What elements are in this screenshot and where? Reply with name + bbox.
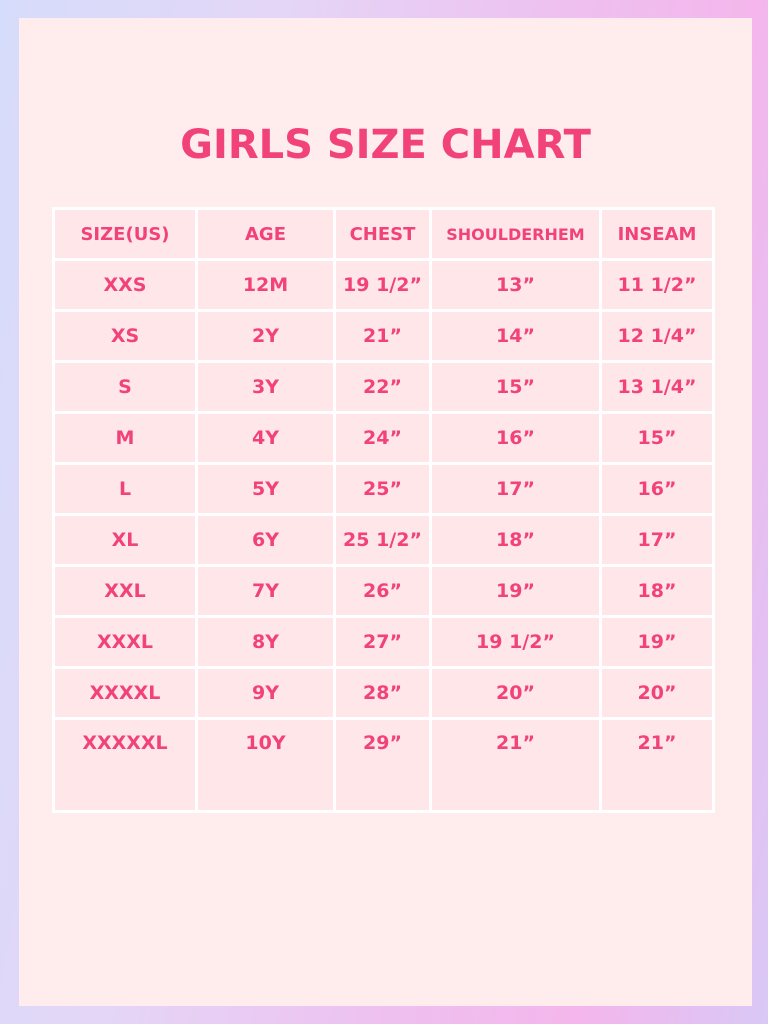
page-title: GIRLS SIZE CHART [180,122,591,168]
table-cell: 2Y [195,309,336,363]
table-cell: 9Y [195,666,336,720]
table-cell: 21” [429,717,602,813]
table-cell: 16” [599,462,715,516]
table-cell: 19” [599,615,715,669]
table-cell: 12M [195,258,336,312]
table-cell: 13” [429,258,602,312]
table-row: XL 6Y 25 1/2” 18” 17” [52,513,715,567]
table-cell: L [52,462,198,516]
table-cell: 27” [333,615,432,669]
table-cell: 29” [333,717,432,813]
column-header: SHOULDERHEM [429,207,602,261]
table-cell: 24” [333,411,432,465]
table-cell: 7Y [195,564,336,618]
table-cell: 13 1/4” [599,360,715,414]
table-cell: 6Y [195,513,336,567]
table-cell: 17” [429,462,602,516]
table-cell: 11 1/2” [599,258,715,312]
table-cell: 20” [599,666,715,720]
table-row: XXXXXL 10Y 29” 21” 21” [52,717,715,813]
table-cell: 26” [333,564,432,618]
table-row: S 3Y 22” 15” 13 1/4” [52,360,715,414]
header-row: SIZE(US) AGE CHEST SHOULDERHEM INSEAM [52,207,715,261]
table-cell: 17” [599,513,715,567]
table-cell: 8Y [195,615,336,669]
table-cell: XXXXL [52,666,198,720]
table-cell: 20” [429,666,602,720]
table-cell: XXS [52,258,198,312]
table-row: XXS 12M 19 1/2” 13” 11 1/2” [52,258,715,312]
table-cell: 19 1/2” [429,615,602,669]
table-cell: 18” [599,564,715,618]
table-cell: 3Y [195,360,336,414]
table-cell: 19 1/2” [333,258,432,312]
table-cell: 21” [599,717,715,813]
table-cell: M [52,411,198,465]
table-cell: 14” [429,309,602,363]
column-header: INSEAM [599,207,715,261]
table-cell: 25” [333,462,432,516]
table-row: L 5Y 25” 17” 16” [52,462,715,516]
table-cell: 12 1/4” [599,309,715,363]
table-cell: 15” [599,411,715,465]
table-cell: 10Y [195,717,336,813]
table-cell: XXXXXL [52,717,198,813]
table-cell: S [52,360,198,414]
table-row: XS 2Y 21” 14” 12 1/4” [52,309,715,363]
table-cell: XXXL [52,615,198,669]
column-header: AGE [195,207,336,261]
table-cell: 22” [333,360,432,414]
table-cell: 4Y [195,411,336,465]
table-cell: 18” [429,513,602,567]
table-cell: 16” [429,411,602,465]
table-row: XXXL 8Y 27” 19 1/2” 19” [52,615,715,669]
table-cell: 21” [333,309,432,363]
size-table: SIZE(US) AGE CHEST SHOULDERHEM INSEAM XXS 12M… [52,207,715,813]
table-cell: 5Y [195,462,336,516]
table-cell: XL [52,513,198,567]
table-cell: 28” [333,666,432,720]
table-row: XXL 7Y 26” 19” 18” [52,564,715,618]
table-row: XXXXL 9Y 28” 20” 20” [52,666,715,720]
table-cell: 15” [429,360,602,414]
table-cell: 19” [429,564,602,618]
table-cell: XXL [52,564,198,618]
column-header: SIZE(US) [52,207,198,261]
table-cell: 25 1/2” [333,513,432,567]
column-header: CHEST [333,207,432,261]
table-cell: XS [52,309,198,363]
table-row: M 4Y 24” 16” 15” [52,411,715,465]
